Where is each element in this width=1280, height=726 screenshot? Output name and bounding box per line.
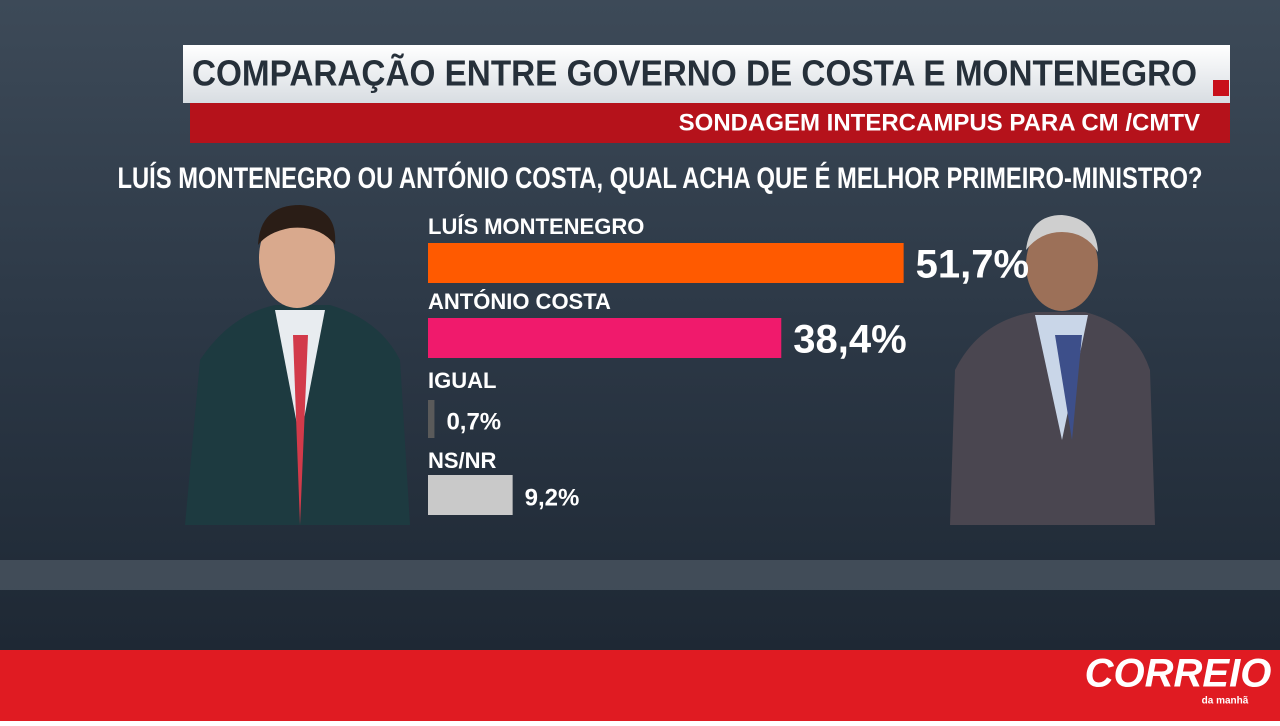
category-label: LUÍS MONTENEGRO (428, 214, 644, 239)
title: COMPARAÇÃO ENTRE GOVERNO DE COSTA E MONT… (192, 52, 1197, 94)
category-label: ANTÓNIO COSTA (428, 289, 611, 314)
value-label: 0,7% (446, 408, 501, 435)
bar (428, 400, 435, 438)
subtitle: SONDAGEM INTERCAMPUS PARA CM /CMTV (679, 109, 1200, 136)
banner-square (1213, 80, 1229, 96)
footer-band (0, 650, 1280, 721)
bar (428, 318, 782, 358)
bar (428, 243, 904, 283)
person-left (185, 205, 410, 525)
desk (0, 560, 1280, 590)
brand-tagline: da manhã (1202, 696, 1249, 707)
brand-name: CORREIO (1085, 652, 1272, 696)
value-label: 38,4% (793, 318, 906, 362)
value-label: 9,2% (525, 484, 580, 511)
person-right (950, 215, 1155, 525)
value-label: 51,7% (916, 243, 1029, 287)
subtitle-strip (190, 103, 1230, 143)
title-banner (183, 45, 1230, 103)
question: LUÍS MONTENEGRO OU ANTÓNIO COSTA, QUAL A… (118, 161, 1203, 195)
bar (428, 475, 513, 515)
category-label: IGUAL (428, 368, 496, 393)
category-label: NS/NR (428, 448, 497, 473)
